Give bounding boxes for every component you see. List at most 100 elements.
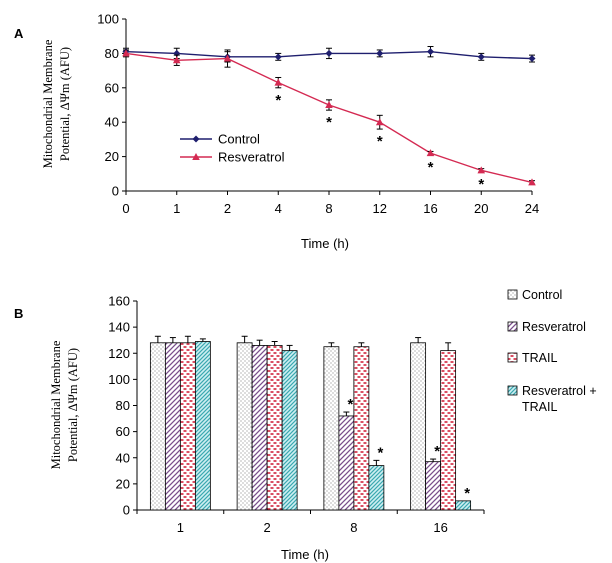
y-tick-label: 100 (97, 12, 119, 27)
data-point (223, 54, 232, 62)
bar (149, 342, 166, 511)
panel-b-y-ticks: 0 20 40 60 80 100 120 140 160 (108, 294, 137, 518)
x-tick-label: 16 (433, 520, 447, 535)
panel-a-significance-markers: * * * * * (275, 92, 484, 193)
bar (323, 346, 340, 511)
panel-b-y-axis-title: Mitochondrial Membrane Potential, ΔΨm (A… (49, 340, 80, 469)
y-tick-label: 20 (116, 476, 130, 491)
x-tick-label: 16 (423, 201, 437, 216)
x-tick-label: 12 (373, 201, 387, 216)
significance-marker: * (428, 159, 434, 176)
bar (368, 465, 385, 511)
data-point (325, 49, 333, 57)
bar (266, 345, 283, 511)
y-tick-label: 120 (108, 346, 130, 361)
data-point (122, 49, 130, 57)
y-tick-label: 160 (108, 294, 130, 309)
panel-a-label: A (14, 26, 24, 41)
bar (440, 350, 457, 511)
legend-item-combo-bar: Resveratrol + TRAIL (507, 384, 597, 414)
x-tick-label: 4 (275, 201, 282, 216)
panel-b-x-ticks: 1 2 8 16 (136, 510, 485, 535)
legend-swatch-resveratrol (507, 321, 518, 332)
bar (251, 345, 268, 511)
legend-swatch-combo (507, 385, 518, 396)
data-point (375, 118, 384, 126)
y-tick-label: 0 (112, 184, 119, 199)
bar (236, 342, 253, 511)
legend-label-control: Control (218, 132, 260, 147)
y-tick-label: 100 (108, 372, 130, 387)
legend-item-control: Control (180, 132, 260, 147)
x-tick-label: 20 (474, 201, 488, 216)
bar (455, 500, 472, 511)
x-tick-label: 2 (264, 520, 271, 535)
data-point (528, 55, 536, 63)
y-tick-label: 40 (116, 450, 130, 465)
y-tick-label: 80 (105, 46, 119, 61)
x-tick-label: 1 (177, 520, 184, 535)
bar (179, 342, 196, 511)
legend-label-combo-bar-line1: Resveratrol + (522, 384, 597, 398)
significance-marker: * (377, 133, 383, 150)
y-tick-label: 20 (105, 149, 119, 164)
y-tick-label: 40 (105, 115, 119, 130)
x-tick-label: 1 (173, 201, 180, 216)
legend-item-control-bar: Control (507, 288, 562, 302)
data-point (376, 49, 384, 57)
panel-a-series (122, 46, 536, 186)
legend-label-control-bar: Control (522, 288, 562, 302)
panel-b-label: B (14, 306, 23, 321)
legend-label-resveratrol-bar: Resveratrol (522, 320, 586, 334)
legend-item-resveratrol: Resveratrol (180, 150, 285, 165)
bar (164, 342, 181, 511)
bar-series (164, 337, 442, 511)
x-tick-label: 0 (122, 201, 129, 216)
panel-b-bars (149, 335, 472, 511)
significance-marker: * (275, 92, 281, 109)
panel-b-significance-markers: * * * * (347, 396, 470, 502)
data-point (426, 149, 435, 157)
data-point (172, 56, 181, 64)
panel-a-y-axis-title-line1: Mitochondrial Membrane (41, 39, 55, 168)
x-tick-label: 8 (350, 520, 357, 535)
panel-a-line-chart: A Mitochondrial Membrane Potential, ΔΨm … (14, 12, 539, 252)
panel-a-y-axis-title: Mitochondrial Membrane Potential, ΔΨm (A… (41, 39, 72, 168)
data-point (477, 53, 485, 61)
y-tick-label: 80 (116, 398, 130, 413)
bar (425, 461, 442, 511)
x-tick-label: 8 (325, 201, 332, 216)
data-point (274, 53, 282, 61)
panel-b-y-axis-title-line2: Potential, ΔΨm (AFU) (66, 348, 80, 462)
y-tick-label: 0 (123, 503, 130, 518)
significance-marker: * (464, 485, 470, 502)
panel-b-x-axis-title: Time (h) (281, 547, 329, 562)
data-point (477, 166, 486, 174)
data-point (274, 78, 283, 86)
legend-label-trail-bar: TRAIL (522, 351, 557, 365)
legend-label-combo-bar-line2: TRAIL (522, 400, 557, 414)
significance-marker: * (377, 444, 383, 461)
panel-a-y-ticks: 0 20 40 60 80 100 (97, 12, 126, 199)
legend-marker-control (192, 135, 200, 143)
x-tick-label: 2 (224, 201, 231, 216)
y-tick-label: 60 (116, 424, 130, 439)
data-point (528, 178, 536, 186)
legend-swatch-trail (507, 352, 518, 363)
panel-a-x-ticks: 0 1 2 4 8 12 16 20 24 (122, 191, 539, 216)
y-tick-label: 140 (108, 320, 130, 335)
bar-series (194, 338, 472, 511)
series-resveratrol (122, 49, 536, 186)
data-point (325, 101, 333, 108)
legend-item-resveratrol-bar: Resveratrol (507, 320, 586, 334)
x-tick-label: 24 (525, 201, 539, 216)
legend-label-resveratrol: Resveratrol (218, 150, 285, 165)
bar (353, 346, 370, 511)
y-tick-label: 60 (105, 80, 119, 95)
panel-b-bar-chart: B Mitochondrial Membrane Potential, ΔΨm … (14, 288, 597, 562)
data-point (427, 48, 434, 56)
panel-b-legend: Control Resveratrol TRAIL Resveratrol + … (507, 288, 597, 414)
panel-a-x-axis-title: Time (h) (301, 236, 349, 251)
significance-marker: * (434, 443, 440, 460)
bar (410, 342, 427, 511)
